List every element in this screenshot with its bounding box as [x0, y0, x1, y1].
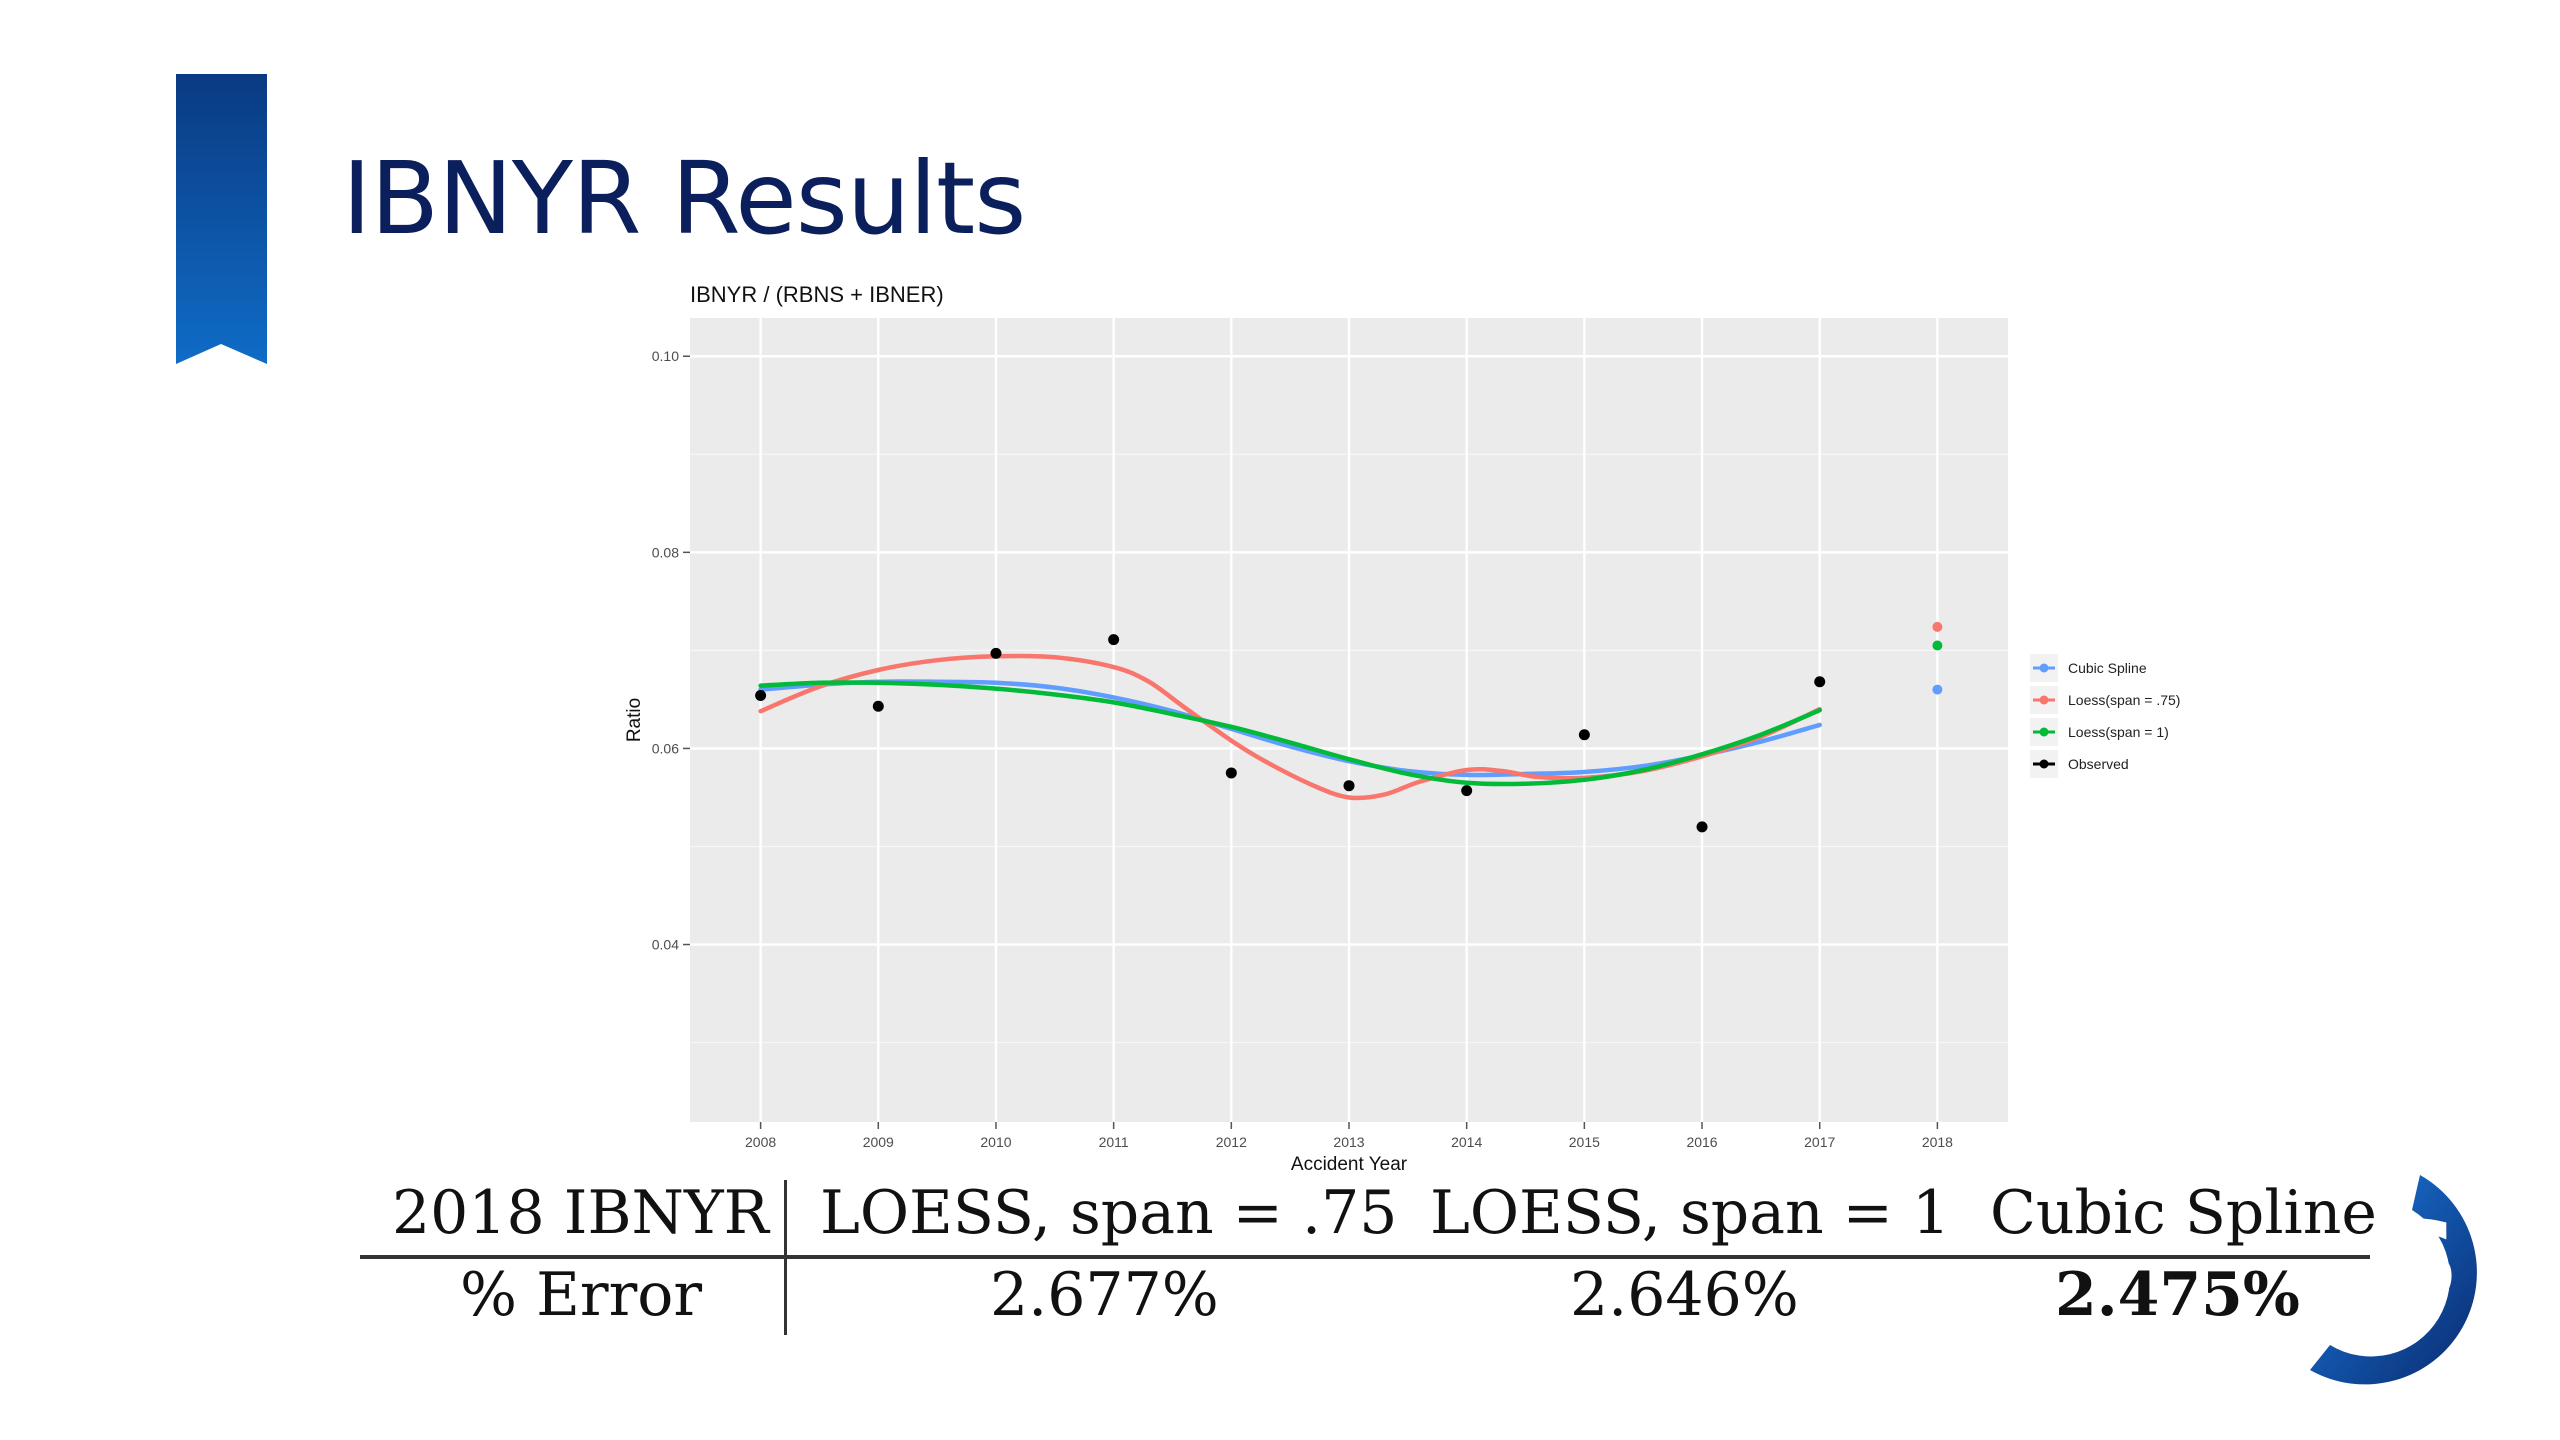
table-header-cubic-spline: Cubic Spline [1990, 1178, 2377, 1248]
legend-label: Loess(span = .75) [2068, 692, 2180, 708]
legend-label: Loess(span = 1) [2068, 724, 2169, 740]
table-value-loess-1: 2.646% [1570, 1260, 1799, 1330]
table-horizontal-rule [360, 1255, 2370, 1259]
table-value-cubic-spline: 2.475% [2055, 1260, 2300, 1330]
prediction-point-loess-span-75 [1932, 621, 1943, 632]
x-tick-label: 2008 [745, 1134, 776, 1150]
prediction-point-cubic-spline [1932, 684, 1943, 695]
x-tick-label: 2013 [1333, 1134, 1364, 1150]
x-tick-label: 2009 [863, 1134, 894, 1150]
observed-point [872, 700, 884, 712]
table-header-loess-1: LOESS, span = 1 [1430, 1178, 1951, 1248]
legend-key-dot [2039, 727, 2049, 737]
series-line-loess-span-1 [758, 680, 1822, 787]
observed-point [1225, 767, 1237, 779]
table-header-loess-75: LOESS, span = .75 [820, 1178, 1398, 1248]
x-tick-label: 2018 [1922, 1134, 1953, 1150]
logo-letter: S [2380, 1198, 2459, 1326]
y-tick-label: 0.04 [652, 937, 679, 953]
observed-point [1343, 780, 1355, 792]
x-tick-label: 2011 [1099, 1134, 1129, 1150]
x-tick-label: 2014 [1451, 1134, 1482, 1150]
s-logo-icon: S [2310, 1175, 2477, 1385]
blue-bookmark-ribbon [176, 74, 267, 364]
prediction-point-loess-span-1 [1932, 640, 1943, 651]
observed-point [1696, 821, 1708, 833]
y-axis-label: Ratio [624, 698, 645, 742]
x-tick-label: 2015 [1569, 1134, 1600, 1150]
results-table: 2018 IBNYR LOESS, span = .75 LOESS, span… [360, 1170, 2377, 1340]
chart-layer: 0.04 0.06 0.08 0.10 2008 2009 2010 2011 2012 2013… [624, 282, 2180, 1170]
legend-key-dot [2039, 759, 2049, 769]
table-vertical-rule [784, 1180, 787, 1335]
y-tick-label: 0.10 [652, 348, 679, 364]
y-tick-label: 0.08 [652, 544, 679, 560]
table-row-label: % Error [460, 1260, 703, 1330]
table-value-loess-75: 2.677% [990, 1260, 1219, 1330]
x-tick-label: 2017 [1804, 1134, 1835, 1150]
table-header-label: 2018 IBNYR [392, 1178, 769, 1248]
observed-point [1461, 785, 1473, 797]
legend-key-dot [2039, 695, 2049, 705]
observed-point [990, 647, 1002, 659]
legend-label: Observed [2068, 756, 2129, 772]
ibnyr-ratio-chart: 0.04 0.06 0.08 0.10 2008 2009 2010 2011 2012 2013… [624, 282, 2180, 1170]
x-axis-label: Accident Year [1291, 1154, 1408, 1170]
observed-point [1814, 676, 1826, 688]
x-tick-label: 2010 [980, 1134, 1011, 1150]
y-tick-label: 0.06 [652, 740, 679, 756]
legend-label: Cubic Spline [2068, 660, 2147, 676]
slide-title: IBNYR Results [342, 140, 1026, 257]
x-tick-label: 2012 [1216, 1134, 1247, 1150]
legend-key-dot [2039, 663, 2049, 673]
observed-point [1108, 634, 1120, 646]
series-line-cubic-spline [758, 679, 1822, 778]
x-tick-label: 2016 [1686, 1134, 1717, 1150]
observed-point [755, 689, 767, 701]
observed-point [1578, 729, 1590, 741]
chart-title: IBNYR / (RBNS + IBNER) [690, 282, 944, 307]
